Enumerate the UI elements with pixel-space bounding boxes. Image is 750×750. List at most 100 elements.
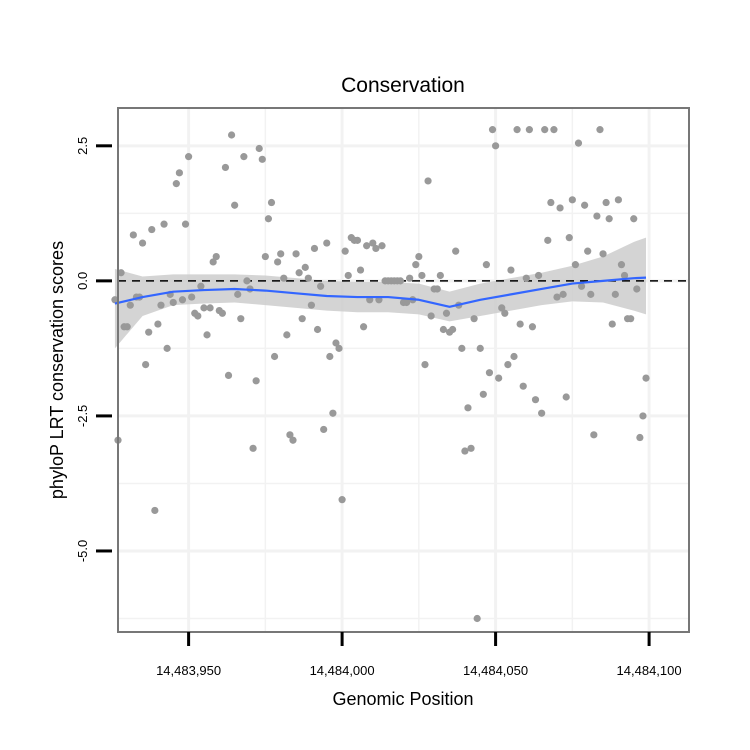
data-point xyxy=(338,496,346,504)
data-point xyxy=(614,196,622,204)
data-point xyxy=(513,126,521,134)
data-point xyxy=(227,131,236,139)
data-point xyxy=(458,344,466,352)
data-point xyxy=(332,339,340,347)
data-point xyxy=(584,247,592,255)
data-point xyxy=(565,234,573,242)
data-point xyxy=(172,180,180,188)
data-point xyxy=(298,315,306,323)
data-point xyxy=(252,377,260,385)
data-point xyxy=(571,261,580,269)
data-point xyxy=(111,296,119,304)
data-point xyxy=(145,328,153,336)
data-point xyxy=(181,220,190,228)
data-point xyxy=(301,263,309,271)
x-axis-label: Genomic Position xyxy=(332,689,473,709)
y-tick-label: 2.5 xyxy=(75,137,90,155)
data-point xyxy=(519,382,527,390)
data-point xyxy=(630,215,638,223)
data-point xyxy=(547,198,555,207)
x-tick-label: 14,483,950 xyxy=(156,663,221,678)
data-point xyxy=(264,215,273,223)
data-point xyxy=(255,144,263,153)
data-point xyxy=(510,352,518,361)
data-point xyxy=(596,126,604,134)
data-point xyxy=(200,304,208,312)
data-point xyxy=(154,320,162,328)
data-point xyxy=(203,331,211,339)
data-point xyxy=(142,360,150,369)
data-point xyxy=(436,271,444,280)
data-point xyxy=(307,301,316,309)
data-point xyxy=(531,396,540,404)
data-point xyxy=(280,274,288,282)
data-point xyxy=(501,309,509,317)
data-point xyxy=(525,126,533,134)
data-point xyxy=(295,269,303,277)
data-point xyxy=(470,315,478,323)
data-point xyxy=(553,293,561,301)
data-point xyxy=(326,352,334,361)
data-point xyxy=(587,290,595,298)
data-point xyxy=(418,271,426,280)
data-point xyxy=(467,444,475,452)
data-point xyxy=(574,139,583,147)
data-point xyxy=(608,320,616,328)
data-point xyxy=(516,320,524,328)
y-tick-label: -5.0 xyxy=(75,540,90,562)
data-point xyxy=(507,266,515,274)
data-point xyxy=(495,374,503,382)
data-point xyxy=(221,163,230,172)
data-point xyxy=(313,325,322,334)
data-point xyxy=(243,277,251,285)
data-point xyxy=(599,250,607,258)
x-tick-label: 14,484,100 xyxy=(617,663,682,678)
data-point xyxy=(283,331,291,339)
y-axis-label: phyloP LRT conservation scores xyxy=(47,241,67,499)
data-point xyxy=(126,301,134,309)
data-point xyxy=(194,312,202,320)
data-point xyxy=(482,261,490,269)
data-point xyxy=(175,169,183,177)
data-point xyxy=(240,153,248,161)
data-point xyxy=(602,198,610,207)
data-point xyxy=(261,252,269,261)
y-tick-label: 0.0 xyxy=(75,272,90,290)
data-point xyxy=(123,323,131,331)
data-point xyxy=(292,250,300,258)
data-point xyxy=(627,315,635,323)
data-point xyxy=(415,252,423,261)
data-point xyxy=(485,369,494,377)
x-tick-label: 14,484,050 xyxy=(463,663,528,678)
data-point xyxy=(541,126,549,134)
data-point xyxy=(424,177,432,185)
data-point xyxy=(148,225,156,234)
data-point xyxy=(642,374,650,382)
data-point xyxy=(329,409,337,417)
panel-border xyxy=(117,107,690,633)
data-point xyxy=(267,198,276,207)
data-point xyxy=(378,242,386,250)
data-point xyxy=(209,258,217,266)
data-point xyxy=(363,242,371,250)
data-point xyxy=(559,290,567,298)
data-point xyxy=(611,290,619,298)
data-point xyxy=(212,252,220,261)
data-point xyxy=(218,309,226,317)
data-point xyxy=(289,436,297,444)
data-point xyxy=(372,244,380,253)
data-point xyxy=(359,323,368,331)
data-point xyxy=(341,247,349,255)
data-point xyxy=(538,409,546,417)
data-point xyxy=(406,274,414,282)
data-point xyxy=(151,506,159,515)
data-point xyxy=(163,344,171,352)
data-point xyxy=(274,258,282,266)
data-point xyxy=(476,344,484,352)
confidence-band-layer xyxy=(114,237,647,349)
data-point xyxy=(224,371,233,380)
data-point xyxy=(157,301,165,309)
data-point xyxy=(504,360,512,369)
